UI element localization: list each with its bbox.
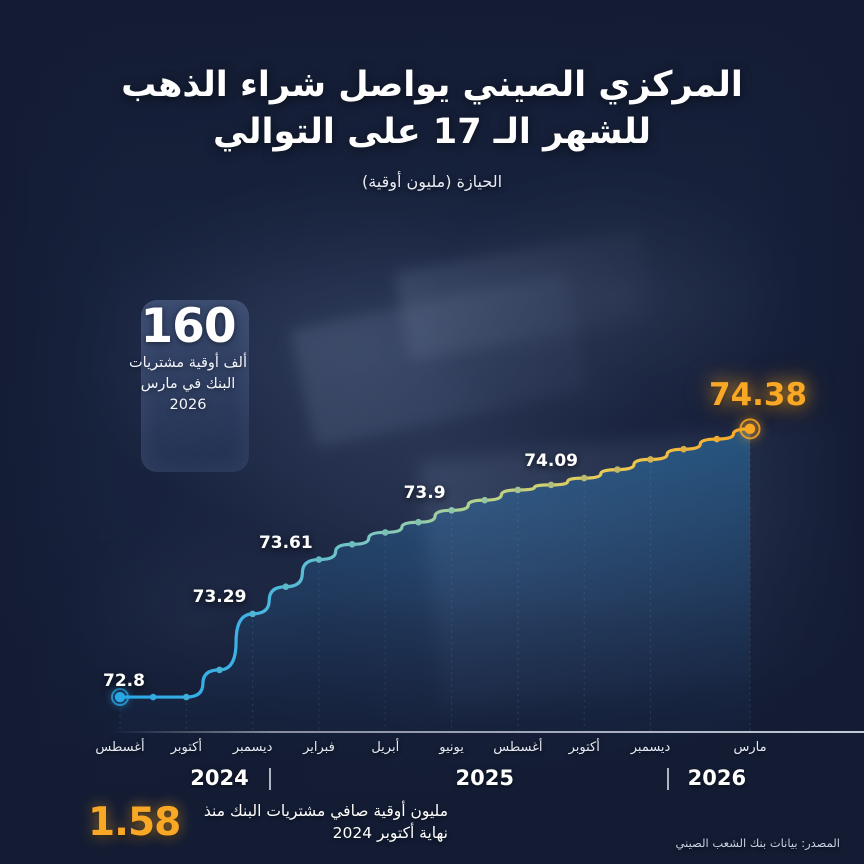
x-axis-year-groups: 2024 2025 2026 xyxy=(0,766,864,796)
data-point xyxy=(348,540,356,548)
data-point xyxy=(713,435,721,443)
x-tick-label: فبراير xyxy=(303,740,335,755)
page-title: المركزي الصيني يواصل شراء الذهب للشهر ال… xyxy=(121,65,743,152)
x-axis-year-label: 2025 xyxy=(455,766,514,790)
page-subtitle: الحيازة (مليون أوقية) xyxy=(361,171,503,191)
data-point xyxy=(114,691,126,703)
data-point xyxy=(580,474,588,482)
x-tick-label: أغسطس xyxy=(95,740,145,755)
point-value-label: 74.38 xyxy=(709,376,808,413)
x-axis-line xyxy=(110,731,864,733)
x-tick-label: يونيو xyxy=(439,740,464,755)
data-point xyxy=(744,423,756,435)
x-axis-tick-labels: أغسطس أكتوبر ديسمبر فبراير أبريل يونيو أغسطس أك… xyxy=(0,740,864,766)
footnote-text: مليون أوقية صافي مشتريات البنك منذ نهاية… xyxy=(203,802,448,842)
data-point xyxy=(448,507,455,514)
chart-line xyxy=(118,427,752,699)
header: المركزي الصيني يواصل شراء الذهب للشهر ال… xyxy=(0,62,864,191)
footnote-number: 1.58 xyxy=(88,800,181,845)
point-value-label: 73.9 xyxy=(403,483,446,504)
data-point xyxy=(216,666,223,674)
source-note: المصدر: بيانات بنك الشعب الصيني xyxy=(675,836,840,850)
data-point xyxy=(547,481,555,489)
data-point xyxy=(514,486,522,494)
point-value-label: 74.09 xyxy=(524,451,578,472)
point-value-label: 73.61 xyxy=(258,532,313,553)
data-point xyxy=(647,456,654,463)
data-point xyxy=(282,583,290,591)
chart-data-points xyxy=(111,418,761,707)
callout-content: 160 ألف أوقية مشتريات البنك في مارس 2026 xyxy=(120,302,256,415)
callout-number: 160 xyxy=(140,299,236,354)
point-value-label: 72.8 xyxy=(103,671,145,692)
x-tick-label: مارس xyxy=(733,740,767,755)
footnote: مليون أوقية صافي مشتريات البنك منذ نهاية… xyxy=(88,800,448,845)
data-point xyxy=(381,529,389,536)
data-point xyxy=(315,556,323,563)
year-separator xyxy=(666,768,669,790)
x-tick-label: ديسمبر xyxy=(630,740,671,755)
x-tick-label: ديسمبر xyxy=(232,740,273,755)
data-point xyxy=(249,610,256,618)
end-point-halo xyxy=(739,418,761,440)
chart-area-fill xyxy=(120,428,750,731)
x-tick-label: أغسطس xyxy=(493,740,543,755)
data-point xyxy=(680,445,687,453)
start-point-halo xyxy=(111,688,129,707)
data-point xyxy=(481,496,489,504)
callout-text: ألف أوقية مشتريات البنك في مارس 2026 xyxy=(129,355,247,413)
point-value-label: 73.29 xyxy=(192,586,247,607)
data-point xyxy=(149,693,157,701)
data-point xyxy=(183,693,190,701)
line-chart: 72.8 73.29 73.61 73.9 74.09 74.38 xyxy=(0,330,864,742)
callout-card xyxy=(141,300,249,472)
chart-svg xyxy=(111,418,761,731)
year-separator xyxy=(268,768,271,790)
data-point xyxy=(415,518,422,526)
x-tick-label: أكتوبر xyxy=(568,740,600,755)
x-axis-year-label: 2026 xyxy=(687,766,747,790)
x-tick-label: أكتوبر xyxy=(170,740,202,755)
x-axis-year-label: 2024 xyxy=(190,766,249,790)
x-tick-label: أبريل xyxy=(371,740,400,755)
data-point xyxy=(614,466,621,473)
